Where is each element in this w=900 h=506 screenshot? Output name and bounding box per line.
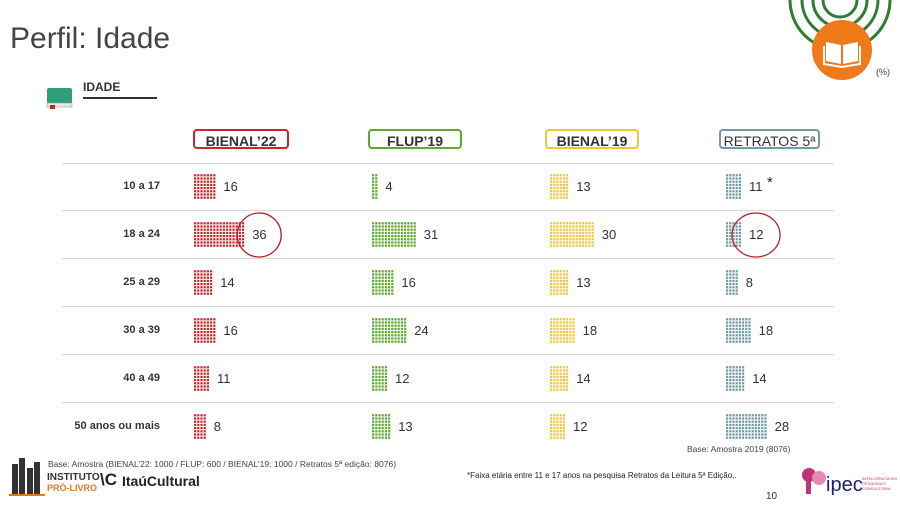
data-label: 16 [223,179,238,194]
data-label: 24 [414,323,429,338]
bar [550,414,565,439]
data-label: 18 [758,323,774,338]
books-logo-icon [9,458,45,496]
data-label: 14 [576,371,591,386]
itau-cultural-logo: ItaúCultural [122,473,200,489]
bar [194,414,206,439]
highlight-circle [731,212,781,258]
data-label: 14 [752,371,767,386]
bar [726,270,738,295]
instituto-logo-line2: PRÓ-LIVRO [47,483,98,493]
row-label: 25 a 29 [123,276,160,288]
row-separator [62,354,834,355]
section-underline [83,97,157,99]
footnote: *Faixa etária entre 11 e 17 anos na pesq… [467,471,737,480]
series-header-bienal19: BIENAL’19 [545,129,639,149]
bar [372,222,416,247]
bar [194,366,209,391]
row-separator [62,210,834,211]
bar [550,366,569,391]
data-label: 31 [423,227,439,242]
bar [726,414,767,439]
page-number: 10 [766,491,778,502]
book-icon [46,88,73,109]
bar [550,174,569,199]
annotation-asterisk: * [767,174,773,191]
bar [194,318,216,343]
data-label: 13 [576,275,591,290]
series-header-bienal22: BIENAL’22 [193,129,289,149]
base-note-left: Base: Amostra (BIENAL’22: 1000 / FLUP: 6… [48,459,397,469]
data-label: 16 [223,323,238,338]
bar [372,174,378,199]
bar [726,366,745,391]
ipec-tagline: INTELIGÊNCIA EM PESQUISA E CONSULTORIA [862,476,897,491]
data-label: 13 [576,179,591,194]
row-separator [62,402,834,403]
section-label: IDADE [83,80,121,94]
bar [372,270,394,295]
data-label: 11 [217,371,231,386]
series-header-flup19: FLUP’19 [368,129,462,149]
data-label: 12 [749,227,764,242]
series-header-retratos: RETRATOS 5ª [719,129,820,149]
bar [550,270,569,295]
data-label: 8 [745,275,754,290]
row-separator [62,306,834,307]
ipec-logo-icon [802,468,826,494]
data-label: 16 [401,275,416,290]
highlight-circle [236,212,282,258]
bar [372,414,391,439]
bar [372,318,407,343]
data-label: 28 [774,419,790,434]
row-label: 50 anos ou mais [74,420,160,432]
row-separator [62,258,834,259]
ipec-logo: ipec [826,474,863,496]
row-label: 30 a 39 [123,324,160,336]
data-label: 36 [252,227,267,242]
data-label: 30 [601,227,617,242]
page-title: Perfil: Idade [10,22,171,55]
instituto-logo-line1: INSTITUTO [47,472,100,483]
data-label: 12 [395,371,410,386]
bar [194,174,216,199]
data-label: 8 [213,419,222,434]
bar [194,270,213,295]
reading-logo-icon [788,0,892,80]
vc-logo: \C [100,470,117,489]
row-separator [62,163,834,164]
bar [550,222,594,247]
bar [372,366,387,391]
bar [550,318,575,343]
row-label: 18 a 24 [123,228,160,240]
data-label: 4 [385,179,393,194]
bar [726,318,751,343]
data-label: 14 [220,275,235,290]
unit-label: (%) [876,67,890,77]
bar [726,174,741,199]
row-label: 40 a 49 [123,372,160,384]
data-label: 11 [749,179,763,194]
data-label: 18 [582,323,598,338]
data-label: 13 [398,419,413,434]
row-label: 10 a 17 [123,180,160,192]
base-note-right: Base: Amostra 2019 (8076) [687,444,791,454]
bar [726,222,741,247]
data-label: 12 [573,419,588,434]
